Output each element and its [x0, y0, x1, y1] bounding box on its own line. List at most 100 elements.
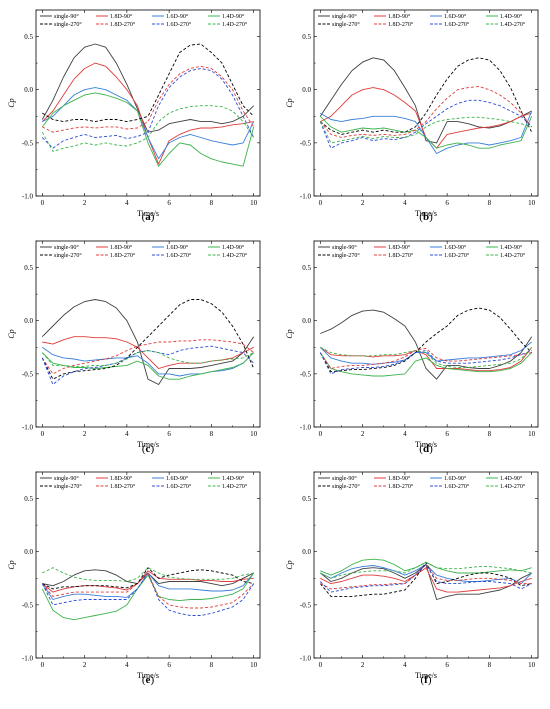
x-tick-label: 2: [83, 430, 87, 438]
series-line-6: [42, 65, 255, 133]
legend-label-1: single-90°: [54, 13, 79, 20]
series-line-8: [41, 105, 255, 152]
y-tick-label: -1.0: [300, 193, 312, 201]
y-tick-label: 0.5: [302, 33, 311, 41]
x-tick-label: 10: [528, 199, 536, 207]
x-tick-label: 0: [319, 661, 323, 669]
legend-label-4: 1.4D-90°: [222, 13, 245, 20]
chart-panel-e: 0 2 4 6 8 10 -1.0 -0.5 0.0 0.5 Time/s Cp single-90° 1…: [7, 471, 261, 686]
plot-frame: [313, 9, 539, 197]
y-tick-label: 0.0: [302, 548, 311, 556]
series-line-2: [320, 346, 533, 372]
x-tick-label: 10: [528, 430, 536, 438]
y-tick-label: 0.0: [302, 86, 311, 94]
legend-label-5: single-270°: [332, 21, 360, 28]
series-line-5: [42, 567, 254, 590]
series-line-6: [41, 572, 255, 609]
legend-label-2: 1.8D-90°: [388, 475, 411, 482]
y-tick-label: 0.0: [302, 317, 311, 325]
legend-label-7: 1.6D-270°: [444, 252, 470, 259]
series-line-7: [319, 99, 533, 149]
legend-label-8: 1.4D-270°: [500, 21, 526, 28]
legend-label-2: 1.8D-90°: [110, 244, 133, 251]
x-axis-label: Time/s: [415, 440, 437, 449]
x-axis-label: Time/s: [415, 671, 437, 680]
panel-label-f: (f): [420, 674, 431, 686]
legend-label-8: 1.4D-270°: [222, 483, 248, 490]
y-tick-label: 0.0: [24, 317, 33, 325]
legend-label-2: 1.8D-90°: [110, 475, 133, 482]
legend-label-8: 1.4D-270°: [500, 252, 526, 259]
series-line-3: [42, 87, 255, 160]
series-line-3: [42, 346, 255, 377]
x-tick-label: 0: [319, 430, 323, 438]
legend-label-5: single-270°: [332, 252, 360, 259]
y-tick-label: -1.0: [22, 655, 34, 663]
y-tick-label: -1.0: [300, 424, 312, 432]
legend-label-6: 1.8D-270°: [110, 483, 136, 490]
panel-label-d: (d): [419, 443, 433, 455]
legend-label-4: 1.4D-90°: [500, 244, 523, 251]
x-tick-label: 6: [167, 661, 171, 669]
legend-label-4: 1.4D-90°: [222, 244, 245, 251]
chart-panel-a: 0 2 4 6 8 10 -1.0 -0.5 0.0 0.5 Time/s Cp single-90° 1…: [7, 9, 261, 223]
series-line-2: [320, 87, 532, 149]
chart-panel-c: 0 2 4 6 8 10 -1.0 -0.5 0.0 0.5 Time/s Cp single-90° 1…: [7, 240, 261, 455]
x-tick-label: 8: [210, 199, 214, 207]
y-tick-label: 0.5: [302, 495, 311, 503]
legend-label-1: single-90°: [54, 244, 79, 251]
series-line-4: [41, 572, 255, 621]
series-line-4: [41, 92, 255, 167]
series-line-6: [320, 564, 532, 590]
y-tick-label: 0.5: [24, 264, 33, 272]
series-line-8: [42, 567, 254, 582]
plot-frame: [35, 240, 261, 428]
legend-label-3: 1.6D-90°: [444, 475, 467, 482]
legend-label-2: 1.8D-90°: [388, 244, 411, 251]
y-tick-label: -0.5: [300, 601, 312, 609]
x-tick-label: 10: [250, 199, 258, 207]
x-tick-label: 10: [250, 661, 258, 669]
legend-label-8: 1.4D-270°: [222, 252, 248, 259]
legend-label-3: 1.6D-90°: [166, 244, 189, 251]
series-line-5: [320, 57, 533, 135]
panel-label-b: (b): [419, 211, 433, 223]
y-tick-label: -0.5: [22, 370, 34, 378]
legend-label-3: 1.6D-90°: [444, 244, 467, 251]
series-line-8: [41, 350, 254, 367]
series-line-1: [41, 43, 255, 133]
legend-label-7: 1.6D-270°: [444, 21, 470, 28]
series-line-3: [41, 572, 255, 600]
legend-label-8: 1.4D-270°: [222, 21, 248, 28]
x-tick-label: 0: [319, 199, 323, 207]
chart-panel-b: 0 2 4 6 8 10 -1.0 -0.5 0.0 0.5 Time/s Cp single-90° 1…: [285, 9, 539, 223]
x-tick-label: 8: [488, 199, 492, 207]
chart-panel-f: 0 2 4 6 8 10 -1.0 -0.5 0.0 0.5 Time/s Cp single-90° 1…: [285, 471, 539, 686]
y-tick-label: -0.5: [300, 370, 312, 378]
y-axis-label: Cp: [285, 329, 294, 338]
series-line-8: [319, 116, 532, 144]
legend-label-1: single-90°: [54, 475, 79, 482]
x-axis-label: Time/s: [137, 209, 159, 218]
series-line-7: [41, 345, 255, 385]
legend-label-4: 1.4D-90°: [500, 475, 523, 482]
series-line-2: [320, 567, 532, 593]
x-tick-label: 2: [361, 430, 365, 438]
series-line-7: [41, 68, 255, 149]
legend-label-2: 1.8D-90°: [110, 13, 133, 20]
legend-label-3: 1.6D-90°: [166, 475, 189, 482]
series-line-1: [320, 309, 533, 380]
y-axis-label: Cp: [7, 98, 16, 107]
x-tick-label: 2: [83, 199, 87, 207]
legend-label-5: single-270°: [54, 252, 82, 259]
x-tick-label: 8: [210, 661, 214, 669]
y-tick-label: -0.5: [22, 139, 34, 147]
legend-label-6: 1.8D-270°: [388, 483, 414, 490]
x-tick-label: 4: [403, 199, 407, 207]
y-tick-label: -1.0: [300, 655, 312, 663]
legend-label-8: 1.4D-270°: [500, 483, 526, 490]
series-line-1: [319, 57, 532, 144]
panel-label-c: (c): [142, 443, 155, 455]
series-line-2: [41, 62, 254, 165]
